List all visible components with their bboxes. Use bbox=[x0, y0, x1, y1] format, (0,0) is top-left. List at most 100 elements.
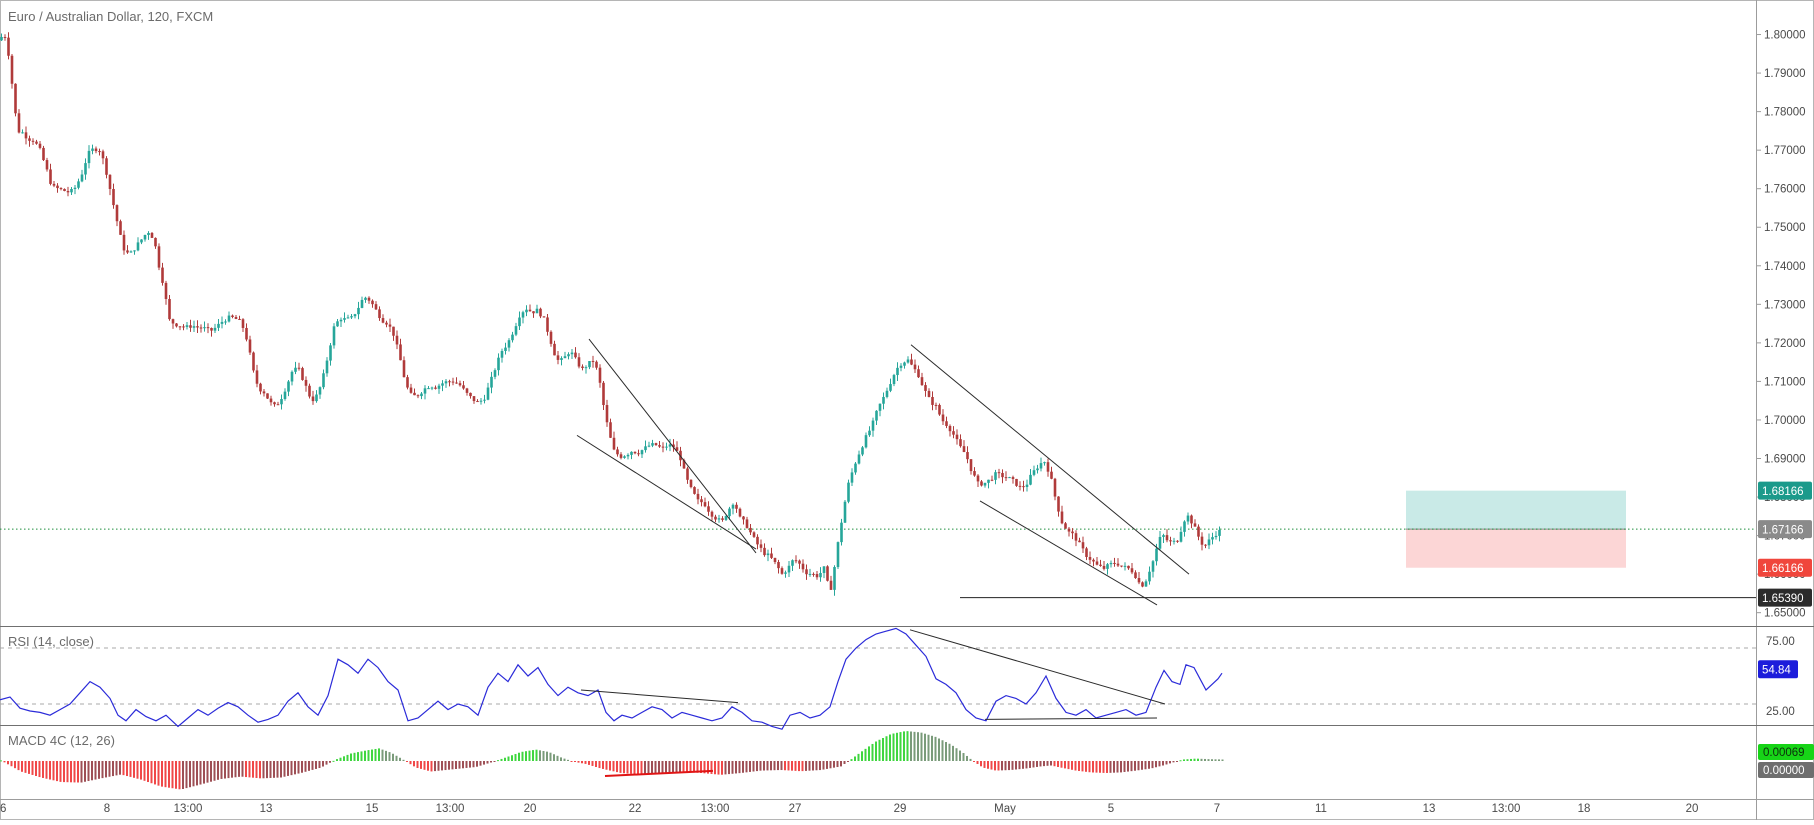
candle-body bbox=[42, 147, 45, 161]
macd-bar bbox=[882, 738, 884, 761]
candle-body bbox=[224, 321, 227, 323]
candle-body bbox=[472, 396, 476, 402]
candle-body bbox=[777, 562, 780, 569]
macd-bar bbox=[448, 761, 450, 770]
candle-body bbox=[980, 481, 983, 486]
macd-bar bbox=[563, 758, 566, 761]
candle-body bbox=[857, 454, 861, 464]
macd-bar bbox=[724, 761, 727, 775]
macd-bar bbox=[1011, 761, 1014, 770]
macd-bar bbox=[259, 761, 261, 779]
macd-bar bbox=[1102, 761, 1105, 773]
macd-bar bbox=[871, 743, 874, 761]
macd-bar bbox=[3, 761, 6, 763]
candle-body bbox=[122, 234, 126, 251]
macd-bar bbox=[28, 761, 30, 774]
macd-bar bbox=[94, 761, 97, 780]
candle-body bbox=[791, 560, 794, 566]
candle-body bbox=[808, 573, 812, 575]
macd-bar bbox=[227, 761, 230, 779]
time-axis-label: 13:00 bbox=[1492, 803, 1521, 815]
candle-body bbox=[276, 404, 280, 406]
macd-bar bbox=[952, 745, 954, 761]
macd-bar bbox=[539, 750, 541, 761]
candle-body bbox=[703, 502, 707, 507]
macd-bar bbox=[126, 761, 128, 777]
macd-bar bbox=[1151, 761, 1154, 769]
candle-body bbox=[273, 402, 276, 405]
candle-body bbox=[476, 401, 479, 403]
candle-body bbox=[150, 232, 154, 238]
macd-bar bbox=[178, 761, 181, 790]
candle-body bbox=[63, 188, 66, 192]
candle-body bbox=[101, 151, 105, 159]
macd-bar bbox=[311, 761, 314, 770]
candle-body bbox=[819, 572, 822, 578]
candle-body bbox=[850, 472, 854, 483]
macd-bar bbox=[91, 761, 93, 781]
candle-body bbox=[437, 385, 441, 389]
macd-bar bbox=[864, 748, 867, 761]
candle-body bbox=[441, 383, 444, 386]
macd-bar bbox=[143, 761, 146, 781]
macd-bar bbox=[297, 761, 300, 774]
candle-body bbox=[56, 185, 59, 189]
macd-bar bbox=[1046, 761, 1049, 766]
candle-body bbox=[269, 398, 273, 403]
candle-body bbox=[1158, 536, 1162, 549]
candle-body bbox=[143, 235, 147, 240]
time-axis-label: 13:00 bbox=[436, 803, 465, 815]
time-axis-label: 11 bbox=[1315, 803, 1327, 815]
macd-bar bbox=[728, 761, 730, 775]
candle-body bbox=[115, 205, 119, 222]
candle-body bbox=[255, 370, 259, 384]
candle-body bbox=[854, 463, 857, 473]
candle-body bbox=[910, 359, 913, 365]
macd-bar bbox=[1029, 761, 1031, 768]
macd-bar bbox=[504, 757, 506, 761]
price-tick-label: 1.73000 bbox=[1764, 299, 1806, 311]
time-axis-label: 8 bbox=[104, 803, 110, 815]
candle-body bbox=[654, 443, 658, 446]
macd-bar bbox=[1001, 761, 1003, 771]
candle-body bbox=[336, 321, 339, 327]
macd-bar bbox=[560, 757, 562, 761]
candle-body bbox=[1183, 521, 1186, 532]
candle-body bbox=[906, 359, 910, 363]
candle-body bbox=[343, 318, 346, 320]
macd-bar bbox=[150, 761, 153, 784]
candle-body bbox=[959, 439, 962, 447]
candle-body bbox=[875, 410, 878, 421]
candle-body bbox=[378, 309, 381, 319]
candle-body bbox=[651, 443, 654, 446]
candle-body bbox=[1095, 561, 1099, 565]
candle-body bbox=[220, 321, 224, 324]
candle-body bbox=[241, 319, 245, 328]
support-price-label: 1.65390 bbox=[1762, 593, 1804, 605]
candle-body bbox=[1204, 544, 1207, 546]
macd-bar bbox=[717, 761, 720, 775]
macd-bar bbox=[217, 761, 219, 780]
candle-body bbox=[714, 516, 717, 520]
candle-body bbox=[14, 83, 17, 114]
macd-bar bbox=[210, 761, 212, 782]
candle-body bbox=[234, 316, 238, 319]
candle-body bbox=[483, 399, 486, 401]
rsi-tick-label: 25.00 bbox=[1766, 706, 1795, 718]
candle-body bbox=[815, 574, 819, 578]
candle-body bbox=[812, 573, 815, 575]
candle-body bbox=[1190, 515, 1193, 524]
candle-body bbox=[1218, 529, 1221, 536]
macd-bar bbox=[892, 733, 895, 761]
macd-bar bbox=[1008, 761, 1010, 771]
target-price-label: 1.68166 bbox=[1762, 486, 1804, 498]
candle-body bbox=[266, 393, 269, 399]
candle-body bbox=[626, 454, 630, 457]
macd-bar bbox=[182, 761, 184, 789]
candle-body bbox=[1172, 540, 1176, 542]
macd-bar bbox=[45, 761, 48, 779]
macd-bar bbox=[266, 761, 268, 779]
candle-body bbox=[87, 150, 91, 164]
macd-bar bbox=[206, 761, 209, 783]
